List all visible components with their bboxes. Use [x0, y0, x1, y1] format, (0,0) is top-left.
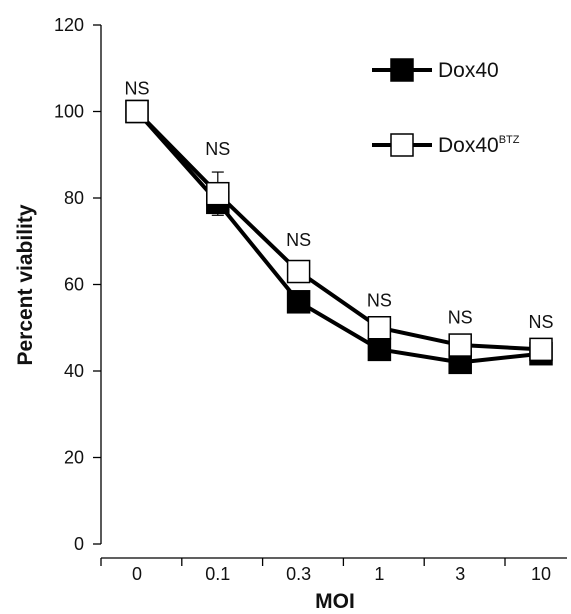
- legend-series-name: Dox40: [438, 59, 499, 82]
- y-tick-label: 120: [54, 15, 84, 35]
- data-point-open: [367, 316, 392, 340]
- ns-annotation: NS: [367, 290, 392, 310]
- axes: [100, 25, 567, 559]
- markers: [125, 99, 553, 375]
- ns-annotation: NS: [124, 79, 149, 99]
- legend-series-name: Dox40: [438, 134, 499, 157]
- data-point-open: [286, 259, 311, 284]
- data-point-open: [448, 333, 472, 357]
- y-tick-label: 40: [64, 361, 84, 381]
- x-tick-label: 10: [531, 564, 551, 584]
- annotations: NS NS NS NS NS NS: [124, 79, 553, 333]
- series-line-0: [135, 110, 542, 365]
- series-line-1: [135, 110, 542, 352]
- x-axis-title: MOI: [315, 590, 355, 613]
- ns-annotation: NS: [528, 312, 553, 332]
- legend-label: Dox40: [438, 59, 499, 82]
- x-tick-label: 0: [132, 564, 142, 584]
- data-point-open: [529, 337, 553, 362]
- legend-label: Dox40BTZ: [438, 134, 520, 157]
- y-tick-label: 0: [74, 534, 84, 554]
- ticks: 0 20 40 60 80 100 120 0 0.1 0.3 1 3 10: [54, 15, 551, 584]
- legend-marker-open: [390, 133, 414, 157]
- data-point-filled: [367, 337, 392, 362]
- data-point-open: [206, 181, 230, 206]
- x-tick-label: 3: [455, 564, 465, 584]
- data-point-open: [125, 99, 149, 124]
- ns-annotation: NS: [205, 139, 230, 159]
- y-tick-label: 60: [64, 275, 84, 295]
- y-tick-label: 20: [64, 448, 84, 468]
- legend-marker-filled: [390, 58, 414, 82]
- y-tick-label: 100: [54, 102, 84, 122]
- data-point-filled: [286, 290, 311, 314]
- legend-superscript: BTZ: [499, 134, 520, 146]
- x-tick-label: 1: [374, 564, 384, 584]
- ns-annotation: NS: [286, 230, 311, 250]
- y-axis-title: Percent viability: [14, 204, 37, 365]
- y-tick-label: 80: [64, 188, 84, 208]
- x-tick-label: 0.3: [286, 564, 311, 584]
- ns-annotation: NS: [448, 308, 473, 328]
- x-tick-label: 0.1: [205, 564, 230, 584]
